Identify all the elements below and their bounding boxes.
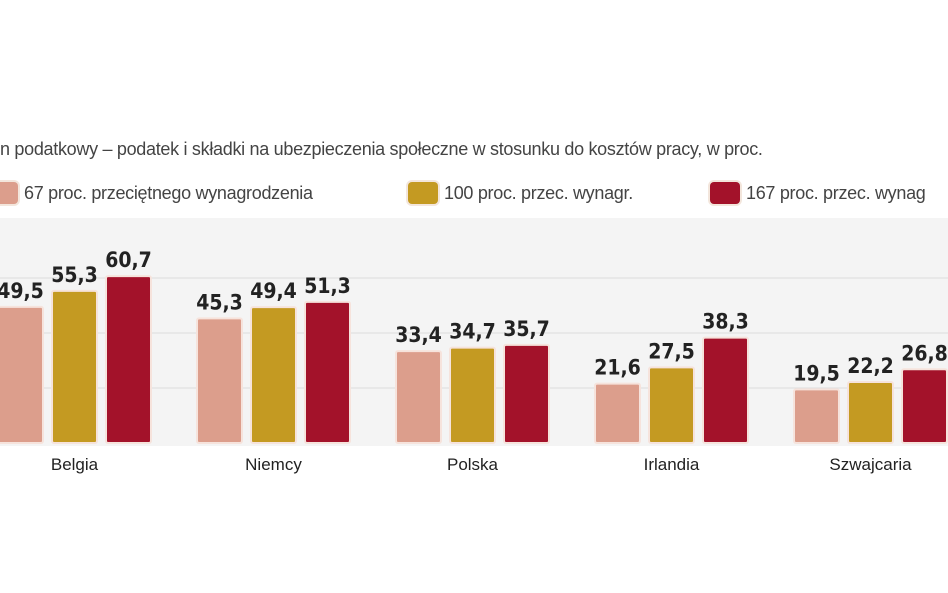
data-label: 21,6 bbox=[594, 356, 641, 380]
data-label: 35,7 bbox=[503, 317, 550, 341]
data-label: 60,7 bbox=[105, 248, 152, 272]
bar bbox=[196, 317, 243, 444]
data-label: 45,3 bbox=[196, 290, 243, 314]
bar bbox=[702, 336, 749, 444]
chart-subtitle: n podatkowy – podatek i składki na ubezp… bbox=[0, 139, 763, 159]
bar bbox=[250, 306, 297, 444]
data-label: 55,3 bbox=[51, 263, 98, 287]
data-label: 49,4 bbox=[250, 279, 297, 303]
category-label: Polska bbox=[447, 455, 499, 474]
legend-label: 67 proc. przeciętnego wynagrodzenia bbox=[24, 182, 313, 203]
legend-item-100: 100 proc. przec. wynagr. bbox=[408, 182, 633, 204]
bar bbox=[0, 305, 44, 444]
bar bbox=[901, 368, 948, 444]
bar bbox=[594, 382, 641, 445]
legend-item-67: 67 proc. przeciętnego wynagrodzenia bbox=[0, 182, 313, 204]
bar bbox=[503, 343, 550, 445]
category-label: Szwajcaria bbox=[829, 455, 912, 474]
legend-swatch bbox=[408, 182, 438, 204]
data-label: 26,8 bbox=[901, 341, 948, 365]
bar bbox=[105, 275, 152, 445]
category-label: Niemcy bbox=[245, 455, 302, 474]
legend-swatch bbox=[710, 182, 740, 204]
bar bbox=[51, 289, 98, 444]
data-label: 38,3 bbox=[702, 310, 749, 334]
legend-label: 100 proc. przec. wynagr. bbox=[444, 182, 633, 203]
data-label: 51,3 bbox=[304, 274, 351, 298]
category-label: Irlandia bbox=[644, 455, 700, 474]
legend-label: 167 proc. przec. wynag bbox=[746, 182, 926, 203]
bar bbox=[395, 350, 442, 444]
legend-swatch bbox=[0, 182, 18, 204]
data-label: 27,5 bbox=[648, 339, 695, 363]
data-label: 49,5 bbox=[0, 279, 44, 303]
data-label: 22,2 bbox=[847, 354, 894, 378]
bar bbox=[449, 346, 496, 445]
bar bbox=[793, 388, 840, 444]
data-label: 19,5 bbox=[793, 361, 840, 385]
bar bbox=[304, 300, 351, 444]
legend-item-167: 167 proc. przec. wynag bbox=[710, 182, 926, 204]
bar bbox=[847, 380, 894, 445]
bar bbox=[648, 366, 695, 444]
data-label: 34,7 bbox=[449, 320, 496, 344]
category-label: Belgia bbox=[51, 455, 99, 474]
data-label: 33,4 bbox=[395, 323, 442, 347]
